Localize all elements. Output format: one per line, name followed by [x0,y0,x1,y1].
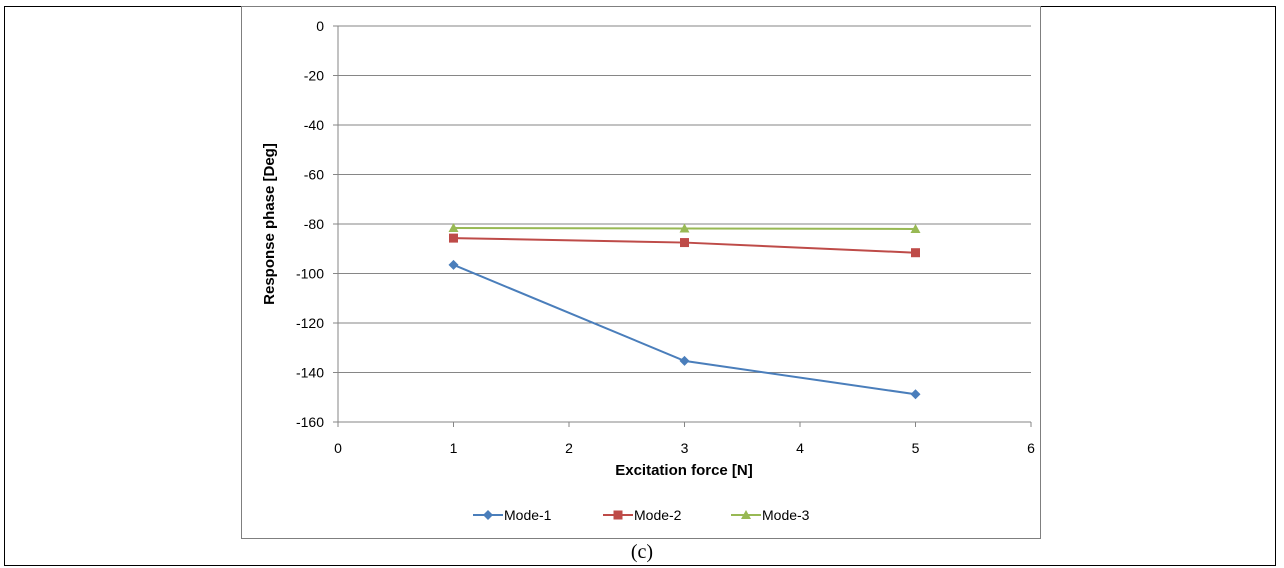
x-tick-label: 1 [450,440,458,456]
y-tick-label: -140 [296,365,324,381]
legend-label-mode-2: Mode-2 [634,507,682,523]
y-tick-label: 0 [316,18,324,34]
legend-marker [741,510,751,519]
y-tick-label: -100 [296,266,324,282]
series-line-mode-1 [453,263,916,396]
data-point-mode-1 [679,355,690,366]
legend-label-mode-1: Mode-1 [504,507,552,523]
data-point-mode-2 [449,233,458,243]
y-tick-label: -120 [296,315,324,331]
figure-caption: (c) [630,541,654,563]
y-tick-label: -40 [304,117,324,133]
y-axis-label: Response phase [Deg] [261,143,278,305]
chart-area [241,6,1041,539]
y-tick-label: -60 [304,167,324,183]
y-tick-label: -80 [304,216,324,232]
data-point-mode-3 [910,223,921,233]
legend: Mode-1 Mode-2 Mode-3 [473,507,810,523]
data-point-mode-1 [910,389,921,400]
data-point-mode-2 [911,248,920,258]
legend-marker [613,510,623,520]
x-tick-label: 5 [912,440,920,456]
data-point-mode-3 [679,223,690,233]
legend-label-mode-3: Mode-3 [762,507,810,523]
data-point-mode-3 [448,222,459,232]
x-tick-label: 2 [565,440,573,456]
y-tick-label: -20 [304,68,324,84]
data-point-mode-2 [680,238,689,248]
data-point-mode-1 [448,259,459,270]
x-tick-label: 3 [681,440,689,456]
x-tick-label: 0 [334,440,342,456]
legend-marker [483,510,493,520]
x-tick-label: 4 [796,440,804,456]
x-axis-label: Excitation force [N] [615,462,753,479]
x-tick-label: 6 [1027,440,1035,456]
y-tick-label: -160 [296,414,324,430]
